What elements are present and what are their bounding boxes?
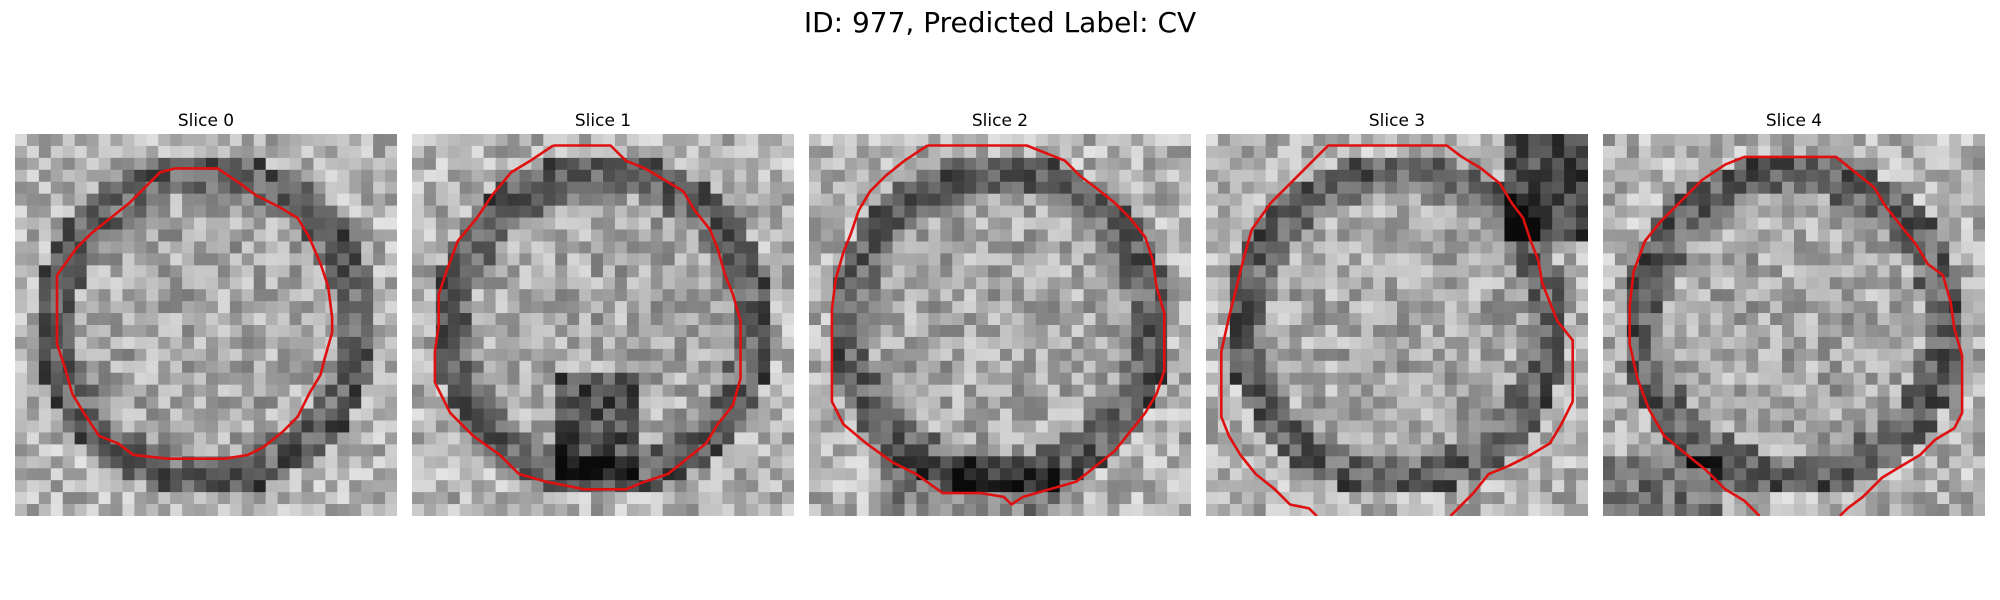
slice-image — [15, 134, 397, 516]
pixel-grid — [412, 134, 794, 516]
slice-image — [809, 134, 1191, 516]
slice-title: Slice 0 — [177, 111, 235, 131]
slice-panel-1: Slice 1 — [412, 108, 794, 516]
pixel-grid — [1206, 134, 1588, 516]
slice-image — [412, 134, 794, 516]
pixel-grid — [15, 134, 397, 516]
segmentation-contour — [433, 144, 742, 491]
slice-title: Slice 1 — [574, 111, 632, 131]
slice-title: Slice 4 — [1765, 111, 1823, 131]
slice-title: Slice 2 — [971, 111, 1029, 131]
slice-panel-0: Slice 0 — [15, 108, 397, 516]
pixel-grid — [809, 134, 1191, 516]
figure-title: ID: 977, Predicted Label: CV — [803, 6, 1197, 39]
slice-panel-2: Slice 2 — [809, 108, 1191, 516]
segmentation-contour — [1220, 144, 1575, 516]
slice-panel-4: Slice 4 — [1603, 108, 1985, 516]
segmentation-contour — [830, 144, 1166, 506]
slice-panel-3: Slice 3 — [1206, 108, 1588, 516]
slice-title: Slice 3 — [1368, 111, 1426, 131]
slice-image — [1603, 134, 1985, 516]
segmentation-contour — [55, 167, 334, 461]
pixel-grid — [1603, 134, 1985, 516]
slice-image — [1206, 134, 1588, 516]
segmentation-contour — [1628, 155, 1964, 516]
